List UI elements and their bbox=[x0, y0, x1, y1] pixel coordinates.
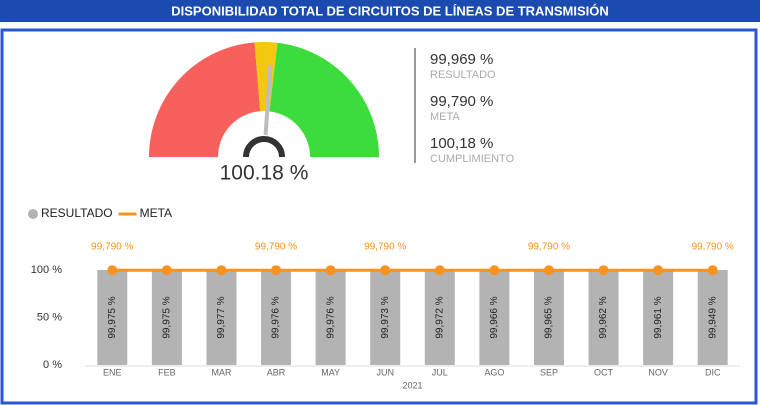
x-tick-label: SEP bbox=[540, 367, 558, 377]
bar-label: 99,965 % bbox=[544, 296, 555, 338]
y-tick-label: 50 % bbox=[37, 311, 62, 323]
x-tick-label: MAR bbox=[211, 367, 232, 377]
bar bbox=[479, 270, 510, 365]
bar bbox=[206, 270, 237, 365]
meta-label: 99,790 % bbox=[364, 242, 406, 253]
y-tick-label: 0 % bbox=[43, 359, 62, 371]
x-tick-label: FEB bbox=[158, 367, 176, 377]
bar-label: 99,972 % bbox=[434, 296, 445, 338]
bar-label: 99,966 % bbox=[489, 296, 500, 338]
bar-label: 99,961 % bbox=[653, 296, 664, 338]
x-tick-label: AGO bbox=[484, 367, 504, 377]
meta-point bbox=[707, 265, 718, 276]
meta-point bbox=[434, 265, 445, 276]
x-tick-label: NOV bbox=[648, 367, 668, 377]
bar-label: 99,949 % bbox=[707, 296, 718, 338]
meta-point bbox=[325, 265, 336, 276]
meta-point bbox=[216, 265, 227, 276]
legend-label: RESULTADO bbox=[41, 206, 113, 220]
x-tick-label: OCT bbox=[594, 367, 614, 377]
meta-point bbox=[543, 265, 554, 276]
bar bbox=[697, 270, 728, 365]
gauge-needle bbox=[263, 65, 273, 136]
legend-marker bbox=[28, 209, 38, 219]
kpi-label: CUMPLIMIENTO bbox=[430, 153, 515, 165]
bar bbox=[151, 270, 182, 365]
bar-label: 99,977 % bbox=[216, 296, 227, 338]
kpi-label: META bbox=[430, 111, 460, 123]
bar bbox=[261, 270, 292, 365]
x-axis-title: 2021 bbox=[402, 380, 422, 390]
bar-label: 99,962 % bbox=[598, 296, 609, 338]
x-tick-label: MAY bbox=[321, 367, 340, 377]
meta-label: 99,790 % bbox=[528, 242, 570, 253]
bar bbox=[533, 270, 564, 365]
meta-point bbox=[653, 265, 664, 276]
bar bbox=[588, 270, 619, 365]
bar-label: 99,975 % bbox=[162, 296, 173, 338]
x-tick-label: DIC bbox=[705, 367, 721, 377]
gauge-band bbox=[254, 42, 278, 112]
kpi-value: 100,18 % bbox=[430, 135, 493, 152]
meta-label: 99,790 % bbox=[255, 242, 297, 253]
bar-label: 99,976 % bbox=[325, 296, 336, 338]
x-tick-label: JUL bbox=[432, 367, 448, 377]
bar-label: 99,973 % bbox=[380, 296, 391, 338]
meta-point bbox=[271, 265, 282, 276]
x-tick-label: ENE bbox=[103, 367, 122, 377]
bar bbox=[315, 270, 346, 365]
x-tick-label: ABR bbox=[267, 367, 286, 377]
gauge-band bbox=[269, 42, 379, 157]
header-bar bbox=[0, 0, 760, 22]
meta-point bbox=[489, 265, 500, 276]
gauge-hub bbox=[243, 136, 285, 158]
bar bbox=[370, 270, 401, 365]
panel-border bbox=[0, 28, 758, 405]
bar bbox=[424, 270, 455, 365]
bar bbox=[643, 270, 674, 365]
x-tick-label: JUN bbox=[376, 367, 394, 377]
gauge-value: 100.18 % bbox=[220, 162, 309, 185]
meta-point bbox=[161, 265, 172, 276]
meta-label: 99,790 % bbox=[91, 242, 133, 253]
meta-point bbox=[107, 265, 118, 276]
bar-label: 99,976 % bbox=[271, 296, 282, 338]
kpi-value: 99,790 % bbox=[430, 93, 493, 110]
bar-label: 99,975 % bbox=[107, 296, 118, 338]
meta-point bbox=[598, 265, 609, 276]
kpi-label: RESULTADO bbox=[430, 69, 496, 81]
kpi-value: 99,969 % bbox=[430, 51, 493, 68]
gauge-band bbox=[149, 42, 261, 157]
header-title: DISPONIBILIDAD TOTAL DE CIRCUITOS DE LÍN… bbox=[171, 3, 608, 18]
meta-label: 99,790 % bbox=[692, 242, 734, 253]
y-tick-label: 100 % bbox=[31, 264, 62, 276]
legend-label: META bbox=[140, 206, 172, 220]
meta-point bbox=[380, 265, 391, 276]
bar bbox=[97, 270, 128, 365]
